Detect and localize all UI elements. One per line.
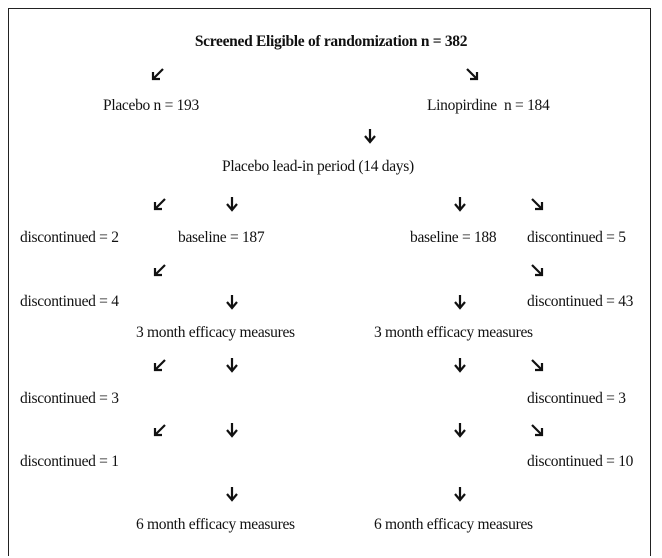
node-label: Linopirdine n = 184 bbox=[427, 97, 550, 114]
arrow bbox=[454, 295, 466, 310]
arrow bbox=[454, 197, 466, 212]
node-label: discontinued = 3 bbox=[20, 390, 119, 407]
node-label: Placebo lead-in period (14 days) bbox=[222, 158, 414, 175]
arrow bbox=[531, 264, 544, 277]
frame bbox=[8, 8, 651, 556]
arrow bbox=[454, 487, 466, 502]
node-label: 6 month efficacy measures bbox=[136, 516, 295, 533]
node-label: discontinued = 3 bbox=[527, 390, 626, 407]
node-label: discontinued = 5 bbox=[527, 229, 626, 246]
node-label: 6 month efficacy measures bbox=[374, 516, 533, 533]
node-label: Placebo n = 193 bbox=[103, 97, 199, 114]
arrow bbox=[531, 198, 544, 211]
node-label: discontinued = 1 bbox=[20, 453, 119, 470]
node-label: baseline = 187 bbox=[178, 229, 265, 246]
arrow bbox=[454, 423, 466, 438]
arrow bbox=[151, 68, 164, 81]
arrow bbox=[226, 423, 238, 438]
arrow bbox=[226, 487, 238, 502]
arrow bbox=[364, 129, 376, 144]
arrow bbox=[226, 197, 238, 212]
arrow bbox=[153, 264, 166, 277]
arrow bbox=[531, 359, 544, 372]
arrow bbox=[226, 295, 238, 310]
title: Screened Eligible of randomization n = 3… bbox=[194, 33, 468, 50]
arrow bbox=[531, 424, 544, 437]
arrow bbox=[153, 424, 166, 437]
arrow bbox=[226, 358, 238, 373]
arrow bbox=[153, 359, 166, 372]
node-label: discontinued = 10 bbox=[527, 453, 634, 470]
arrow bbox=[454, 358, 466, 373]
node-label: discontinued = 2 bbox=[20, 229, 119, 246]
node-label: discontinued = 4 bbox=[20, 293, 119, 310]
node-label: 3 month efficacy measures bbox=[136, 324, 295, 341]
arrow bbox=[153, 198, 166, 211]
node-label: discontinued = 43 bbox=[527, 293, 634, 310]
node-label: 3 month efficacy measures bbox=[374, 324, 533, 341]
arrow bbox=[466, 68, 479, 81]
node-label: baseline = 188 bbox=[410, 229, 497, 246]
